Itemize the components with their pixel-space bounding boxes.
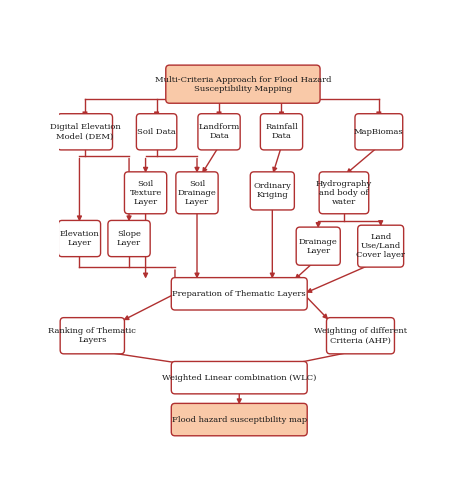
Text: Rainfall
Data: Rainfall Data — [265, 123, 298, 141]
FancyBboxPatch shape — [166, 65, 320, 103]
Text: Soil
Texture
Layer: Soil Texture Layer — [129, 180, 162, 206]
Text: Soil
Drainage
Layer: Soil Drainage Layer — [178, 180, 217, 206]
FancyBboxPatch shape — [327, 318, 394, 354]
Text: Soil Data: Soil Data — [137, 128, 176, 136]
Text: Hydrography
and body of
water: Hydrography and body of water — [316, 180, 372, 206]
Text: Multi-Criteria Approach for Flood Hazard
Susceptibility Mapping: Multi-Criteria Approach for Flood Hazard… — [155, 76, 331, 93]
FancyBboxPatch shape — [171, 361, 307, 394]
Text: Landform
Data: Landform Data — [199, 123, 240, 141]
FancyBboxPatch shape — [250, 172, 294, 210]
Text: MapBiomas: MapBiomas — [354, 128, 404, 136]
Text: Elevation
Layer: Elevation Layer — [60, 230, 100, 247]
Text: Drainage
Layer: Drainage Layer — [299, 238, 337, 255]
Text: Weighting of different
Criteria (AHP): Weighting of different Criteria (AHP) — [314, 327, 407, 345]
Text: Preparation of Thematic Layers: Preparation of Thematic Layers — [173, 290, 306, 298]
FancyBboxPatch shape — [58, 220, 100, 256]
FancyBboxPatch shape — [171, 278, 307, 310]
Text: Slope
Layer: Slope Layer — [117, 230, 141, 247]
FancyBboxPatch shape — [260, 114, 302, 150]
FancyBboxPatch shape — [176, 172, 218, 214]
Text: Weighted Linear combination (WLC): Weighted Linear combination (WLC) — [162, 374, 317, 382]
FancyBboxPatch shape — [198, 114, 240, 150]
FancyBboxPatch shape — [108, 220, 150, 256]
Text: Flood hazard susceptibility map: Flood hazard susceptibility map — [172, 416, 307, 424]
FancyBboxPatch shape — [57, 114, 112, 150]
FancyBboxPatch shape — [358, 225, 404, 267]
FancyBboxPatch shape — [171, 403, 307, 436]
Text: Digital Elevation
Model (DEM): Digital Elevation Model (DEM) — [50, 123, 120, 141]
FancyBboxPatch shape — [137, 114, 177, 150]
Text: Ordinary
Kriging: Ordinary Kriging — [254, 182, 291, 199]
FancyBboxPatch shape — [296, 227, 340, 265]
FancyBboxPatch shape — [125, 172, 167, 214]
FancyBboxPatch shape — [319, 172, 369, 214]
FancyBboxPatch shape — [355, 114, 403, 150]
FancyBboxPatch shape — [60, 318, 125, 354]
Text: Land
Use/Land
Cover layer: Land Use/Land Cover layer — [356, 233, 405, 259]
Text: Ranking of Thematic
Layers: Ranking of Thematic Layers — [48, 327, 136, 345]
